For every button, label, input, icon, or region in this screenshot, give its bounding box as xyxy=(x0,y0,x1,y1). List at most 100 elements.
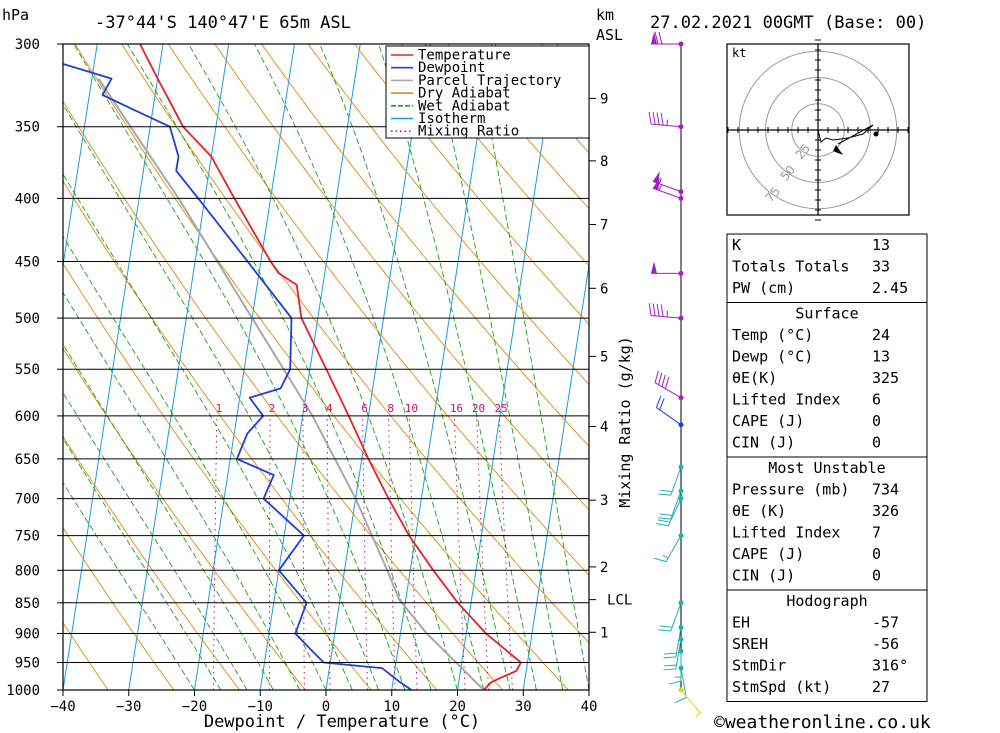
temp-tick-label: −40 xyxy=(50,699,75,715)
indices-label: Temp (°C) xyxy=(732,326,813,344)
wind-barb-feather xyxy=(657,519,671,523)
wind-barb-feather xyxy=(656,112,660,125)
legend-label: Wet Adiabat xyxy=(418,98,511,114)
dry-adiabat-line xyxy=(214,44,589,511)
pressure-tick-label: 600 xyxy=(15,409,40,425)
wet-adiabat-line xyxy=(474,44,589,690)
indices-value: 325 xyxy=(872,369,899,387)
temp-tick-label: 0 xyxy=(322,699,330,715)
indices-label: Lifted Index xyxy=(732,524,840,542)
isotherm-line xyxy=(259,44,361,690)
wind-barb-pennant xyxy=(651,32,657,44)
dry-adiabat-line xyxy=(354,44,589,325)
wind-barb xyxy=(663,636,684,671)
isotherm-line xyxy=(63,44,164,690)
x-axis-title: Dewpoint / Temperature (°C) xyxy=(204,712,480,732)
wind-barb-feather xyxy=(652,303,656,316)
temp-tick-label: 20 xyxy=(449,699,466,715)
isobars xyxy=(63,43,589,691)
indices-label: CIN (J) xyxy=(732,567,795,585)
wind-barb-shaft xyxy=(654,382,682,399)
wind-barb-feather xyxy=(655,395,662,408)
dry-adiabat-line xyxy=(167,44,589,576)
wet-adiabat-line xyxy=(63,173,353,690)
height-tick-label: 9 xyxy=(600,91,608,107)
mixing-ratio-line xyxy=(212,415,218,690)
wind-barb-shaft xyxy=(667,498,682,527)
indices-label: CAPE (J) xyxy=(732,412,804,430)
wind-barb-feather xyxy=(674,697,687,704)
height-tick-label: 4 xyxy=(600,420,608,436)
legend-label: Temperature xyxy=(418,48,511,64)
mixing-ratio-label: 2 xyxy=(269,402,276,415)
height-tick-label: 3 xyxy=(600,493,608,509)
height-tick-label: LCL xyxy=(607,593,632,609)
hodograph-storm-arrow xyxy=(833,145,843,155)
wind-barb-shaft xyxy=(675,627,682,658)
wind-barb-feather xyxy=(664,652,677,655)
indices-value: 734 xyxy=(872,481,899,499)
indices-label: StmDir xyxy=(732,657,786,675)
indices-label: StmSpd (kt) xyxy=(732,678,831,696)
pressure-tick-label: 650 xyxy=(15,452,40,468)
wind-barb-half-feather xyxy=(658,177,662,184)
legend-label: Dry Adiabat xyxy=(418,86,511,102)
wind-barb-shaft xyxy=(670,490,682,520)
wind-barb-shaft xyxy=(680,668,687,698)
wind-barb xyxy=(653,533,684,563)
mixing-ratio-label: 10 xyxy=(405,402,418,415)
indices-box xyxy=(726,589,928,702)
mixing-ratio-label: 8 xyxy=(387,402,394,415)
wind-barb-feather xyxy=(658,372,663,385)
wind-barb-feather xyxy=(652,112,656,125)
wind-barb-half-feather xyxy=(695,712,701,718)
location-title: -37°44'S 140°47'E 65m ASL xyxy=(95,13,351,33)
indices-label: SREH xyxy=(732,635,768,653)
indices-value: 13 xyxy=(872,236,890,254)
wet-adiabat-line xyxy=(429,44,564,690)
indices-value: 6 xyxy=(872,391,881,409)
indices-label: CIN (J) xyxy=(732,434,795,452)
wind-barb-feather xyxy=(658,31,663,45)
wind-barb-feather xyxy=(658,629,671,632)
indices-label: θE (K) xyxy=(732,502,786,520)
wind-barb-half-feather xyxy=(658,184,662,191)
wind-barb-feather xyxy=(648,111,652,125)
wind-barb-feather xyxy=(659,513,673,516)
indices-section-title: Surface xyxy=(795,305,858,323)
hodograph-end-dot xyxy=(873,131,879,137)
indices-label: Lifted Index xyxy=(732,391,840,409)
height-unit-label-asl: ASL xyxy=(596,26,623,44)
indices-value: -56 xyxy=(872,635,899,653)
height-tick-label: 7 xyxy=(600,218,608,234)
temp-tick-label: 30 xyxy=(515,699,532,715)
wind-barb-feather xyxy=(661,374,666,387)
height-tick-label: 6 xyxy=(600,281,608,297)
wind-barb-feather xyxy=(658,493,671,496)
wind-barb-half-feather xyxy=(666,310,669,317)
wind-barb xyxy=(656,496,684,527)
indices-label: θE(K) xyxy=(732,369,777,387)
pressure-tick-label: 850 xyxy=(15,596,40,612)
indices-value: 326 xyxy=(872,502,899,520)
height-tick-label: 5 xyxy=(600,349,608,365)
isotherm-line xyxy=(128,44,230,690)
isotherm-line xyxy=(63,44,98,269)
mixing-ratio-labels: 1 2 3 4 6 8 10 16 20 25 xyxy=(216,402,508,415)
indices-label: Pressure (mb) xyxy=(732,481,849,499)
wind-barb xyxy=(651,261,684,276)
mixing-ratio-label: 25 xyxy=(494,402,507,415)
indices-label: CAPE (J) xyxy=(732,545,804,563)
wind-barb-half-feather xyxy=(662,554,669,559)
indices-value: 0 xyxy=(872,434,881,452)
indices-box xyxy=(726,233,928,303)
wet-adiabat-line xyxy=(63,343,274,690)
wind-barb xyxy=(658,464,684,496)
indices-value: 27 xyxy=(872,678,890,696)
indices-value: -57 xyxy=(872,614,899,632)
dry-adiabat-line xyxy=(63,435,240,690)
indices-value: 2.45 xyxy=(872,279,908,297)
wind-barb-shaft xyxy=(656,407,682,426)
wind-barb-feather xyxy=(654,370,659,383)
